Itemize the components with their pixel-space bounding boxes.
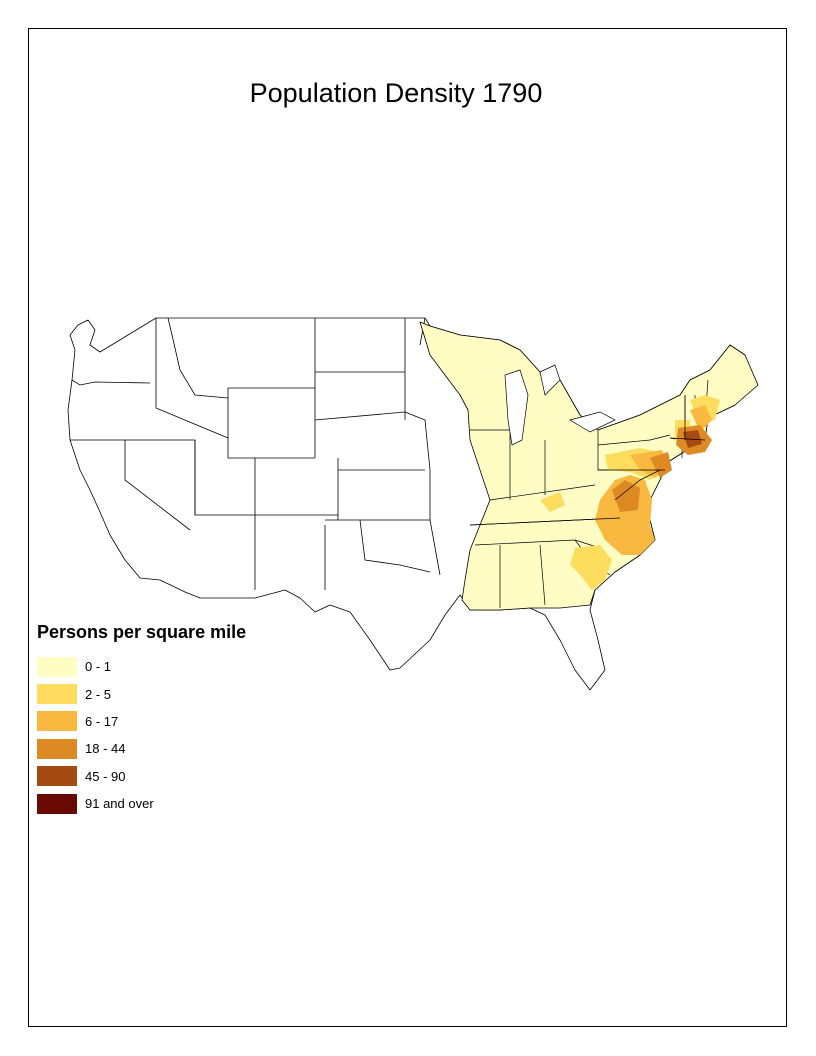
legend-swatch [37,738,77,759]
legend-swatch [37,656,77,677]
legend-title: Persons per square mile [37,622,247,642]
legend-item: 45 - 90 [37,763,246,790]
great-lakes [504,364,616,446]
state-boundaries-west [70,317,441,590]
legend: Persons per square mile 0 - 1 2 - 5 6 - 17… [37,622,246,817]
legend-rows: 0 - 1 2 - 5 6 - 17 18 - 44 45 - 90 91 and ove… [37,653,246,817]
legend-label: 2 - 5 [85,686,112,702]
legend-item: 0 - 1 [37,653,246,680]
legend-item: 18 - 44 [37,735,246,762]
map-title: Population Density 1790 [249,78,543,108]
legend-label: 91 and over [85,796,154,812]
legend-swatch [37,766,77,787]
legend-swatch [37,684,77,705]
legend-label: 45 - 90 [85,768,126,784]
legend-label: 0 - 1 [85,659,112,675]
legend-item: 2 - 5 [37,680,246,707]
legend-item: 6 - 17 [37,708,246,735]
state-boundaries-overlay [469,395,706,526]
legend-label: 6 - 17 [85,713,119,729]
page-frame [28,28,787,1027]
legend-swatch [37,793,77,814]
legend-swatch [37,711,77,732]
legend-label: 18 - 44 [85,741,126,757]
legend-item: 91 and over [37,790,246,817]
